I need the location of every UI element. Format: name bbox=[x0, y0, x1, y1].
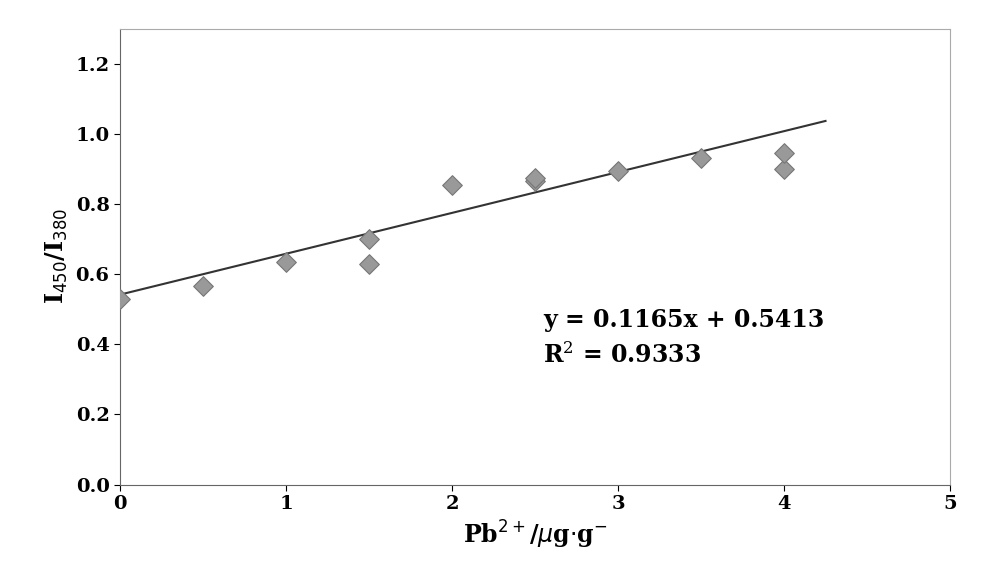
Point bbox=[278, 257, 294, 266]
Point bbox=[444, 180, 460, 189]
Text: y = 0.1165x + 0.5413: y = 0.1165x + 0.5413 bbox=[543, 308, 825, 332]
Point bbox=[610, 166, 626, 175]
Text: R$^{2}$ = 0.9333: R$^{2}$ = 0.9333 bbox=[543, 342, 701, 368]
Point bbox=[693, 154, 709, 163]
Point bbox=[361, 234, 377, 243]
Point bbox=[112, 294, 128, 303]
X-axis label: Pb$^{2+}$/$\mu$g$\cdot$g$^{-}$: Pb$^{2+}$/$\mu$g$\cdot$g$^{-}$ bbox=[463, 519, 607, 551]
Point bbox=[527, 173, 543, 182]
Point bbox=[195, 282, 211, 291]
Point bbox=[776, 164, 792, 173]
Point bbox=[361, 259, 377, 268]
Point bbox=[776, 148, 792, 157]
Y-axis label: I$_{450}$/I$_{380}$: I$_{450}$/I$_{380}$ bbox=[44, 209, 70, 304]
Point bbox=[527, 177, 543, 186]
